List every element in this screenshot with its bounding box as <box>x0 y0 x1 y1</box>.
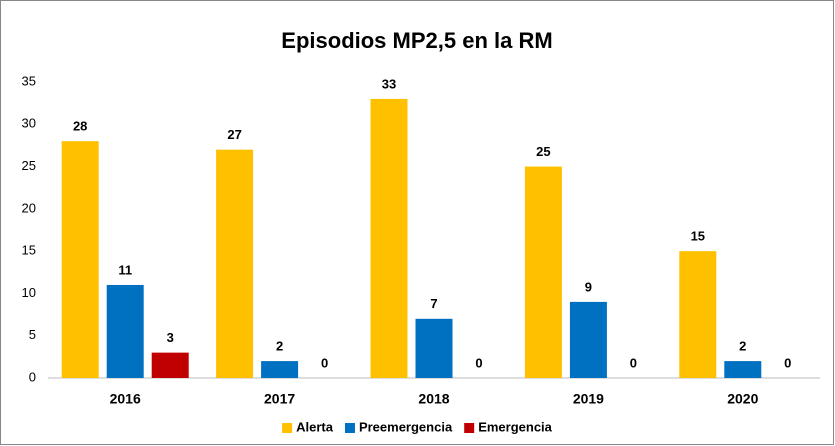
data-label: 27 <box>227 127 241 142</box>
bar <box>524 166 562 378</box>
chart-title: Episodios MP2,5 en la RM <box>281 28 552 53</box>
y-tick-label: 15 <box>22 243 36 258</box>
bar <box>569 301 607 378</box>
bar <box>216 149 254 378</box>
legend-swatch <box>282 423 293 433</box>
bar <box>679 251 717 378</box>
data-label: 0 <box>475 355 482 370</box>
y-tick-label: 10 <box>22 285 36 300</box>
y-tick-label: 30 <box>22 116 36 131</box>
data-label: 15 <box>691 229 705 244</box>
data-label: 2 <box>739 339 746 354</box>
bar <box>106 284 144 378</box>
data-label: 0 <box>321 355 328 370</box>
bar <box>415 318 453 378</box>
data-label: 9 <box>585 279 592 294</box>
bar <box>151 352 189 378</box>
data-label: 28 <box>73 119 87 134</box>
data-label: 33 <box>382 76 396 91</box>
data-label: 0 <box>630 355 637 370</box>
bar <box>724 361 762 378</box>
x-tick-label: 2020 <box>727 391 758 407</box>
bar <box>370 98 408 379</box>
y-tick-label: 5 <box>29 327 36 342</box>
x-tick-label: 2017 <box>264 391 295 407</box>
y-tick-label: 0 <box>29 369 36 384</box>
data-label: 0 <box>784 355 791 370</box>
legend-swatch <box>344 423 355 433</box>
bar <box>61 141 99 378</box>
data-label: 7 <box>430 296 437 311</box>
y-tick-label: 20 <box>22 200 36 215</box>
legend-label: Emergencia <box>478 419 552 434</box>
x-tick-label: 2018 <box>418 391 449 407</box>
x-tick-label: 2019 <box>573 391 604 407</box>
data-label: 3 <box>167 330 174 345</box>
data-label: 2 <box>276 339 283 354</box>
y-tick-label: 25 <box>22 158 36 173</box>
y-tick-label: 35 <box>22 73 36 88</box>
data-label: 11 <box>118 262 132 277</box>
legend-label: Preemergencia <box>359 419 453 434</box>
legend-swatch <box>464 423 475 433</box>
x-tick-label: 2016 <box>110 391 141 407</box>
data-label: 25 <box>536 144 550 159</box>
bar <box>261 361 299 378</box>
legend-label: Alerta <box>296 419 334 434</box>
